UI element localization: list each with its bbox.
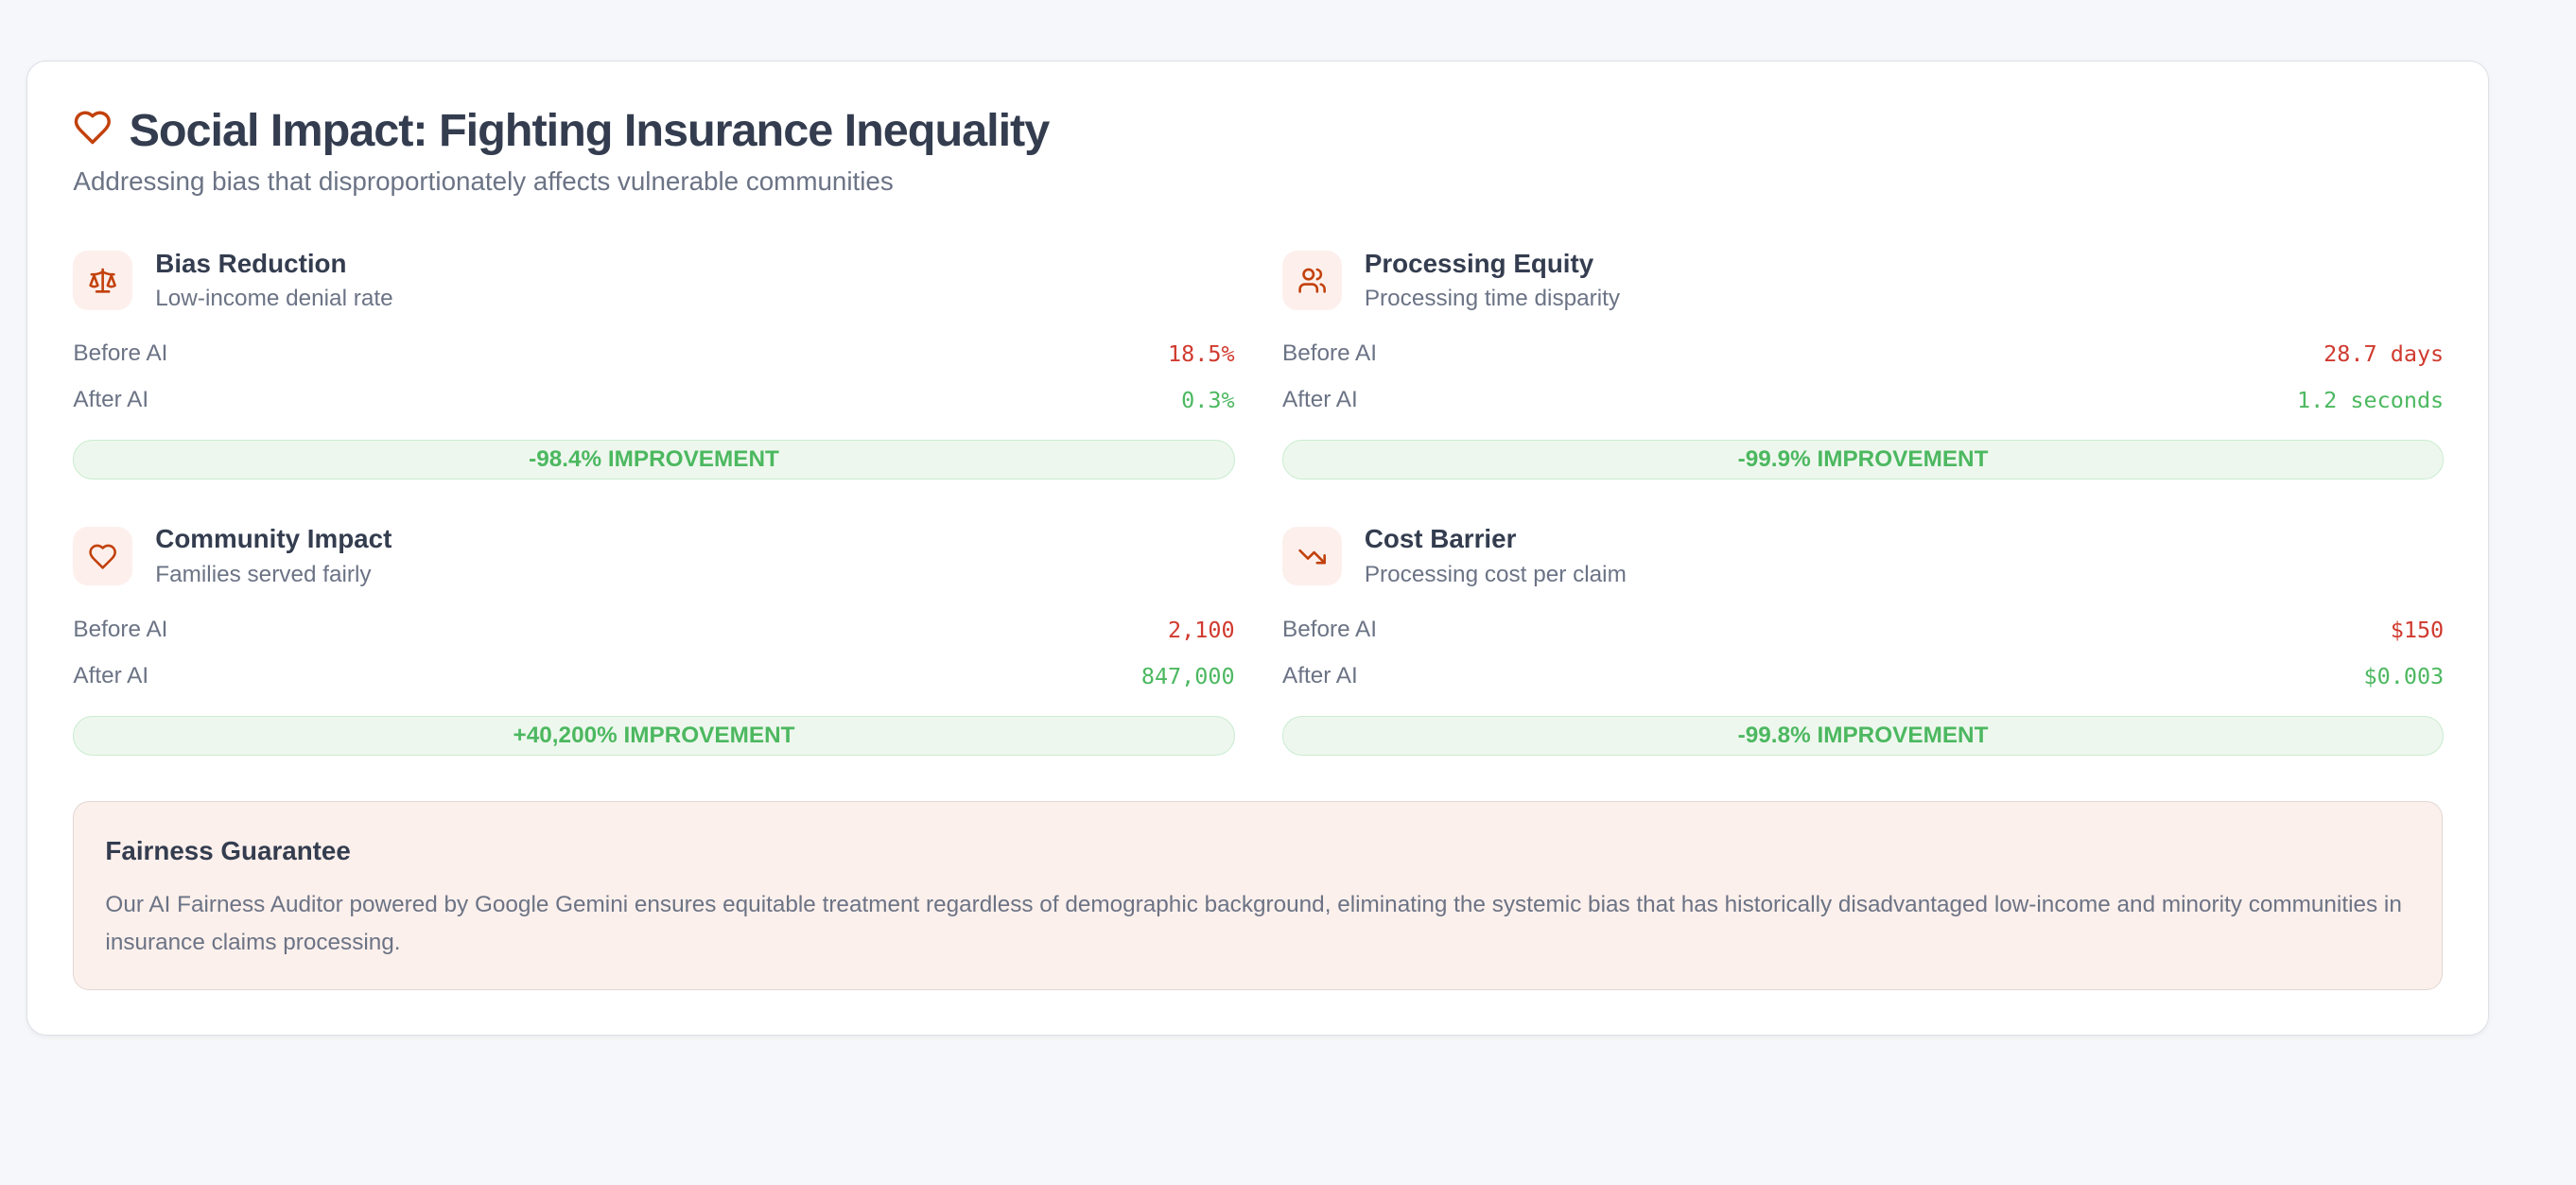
before-label: Before AI (73, 617, 168, 643)
metric-processing-equity: Processing Equity Processing time dispari… (1281, 248, 2445, 479)
page-subtitle: Addressing bias that disproportionately … (73, 166, 894, 197)
before-value: $150 (2390, 617, 2445, 644)
fairness-guarantee-box: Fairness Guarantee Our AI Fairness Audit… (73, 801, 2443, 991)
before-value: 2,100 (1168, 617, 1235, 644)
scale-icon (73, 251, 132, 310)
after-label: After AI (1281, 662, 1358, 688)
metric-subtitle: Low-income denial rate (155, 285, 393, 311)
metric-title: Bias Reduction (155, 248, 347, 278)
before-label: Before AI (73, 340, 168, 367)
before-label: Before AI (1281, 340, 1377, 367)
improvement-badge: +40,200% IMPROVEMENT (73, 715, 1235, 756)
heart-icon (73, 108, 113, 154)
after-label: After AI (1281, 387, 1358, 413)
social-impact-card: Social Impact: Fighting Insurance Inequa… (26, 61, 2490, 1036)
after-label: After AI (73, 662, 149, 688)
metrics-grid: Bias Reduction Low-income denial rate Bef… (73, 248, 2445, 756)
users-icon (1281, 251, 1342, 310)
heart-icon (73, 526, 132, 586)
improvement-badge: -98.4% IMPROVEMENT (73, 439, 1235, 479)
after-value: 1.2 seconds (2296, 387, 2445, 414)
metric-title: Cost Barrier (1364, 524, 1517, 554)
metric-cost-barrier: Cost Barrier Processing cost per claim Be… (1281, 524, 2445, 756)
metric-title: Community Impact (155, 524, 392, 554)
before-value: 28.7 days (2324, 340, 2445, 368)
metric-subtitle: Processing time disparity (1364, 285, 1621, 311)
page-title: Social Impact: Fighting Insurance Inequa… (129, 105, 1050, 157)
after-label: After AI (73, 387, 149, 413)
after-value: 0.3% (1181, 387, 1235, 414)
metric-subtitle: Families served fairly (155, 561, 372, 587)
fairness-title: Fairness Guarantee (105, 836, 351, 866)
metric-bias-reduction: Bias Reduction Low-income denial rate Bef… (73, 248, 1235, 479)
card-header: Social Impact: Fighting Insurance Inequa… (73, 104, 1050, 157)
before-label: Before AI (1281, 617, 1377, 643)
metric-title: Processing Equity (1364, 248, 1594, 278)
metric-subtitle: Processing cost per claim (1364, 561, 1627, 587)
trending-down-icon (1281, 526, 1342, 586)
metric-community-impact: Community Impact Families served fairly B… (73, 524, 1235, 756)
before-value: 18.5% (1168, 340, 1235, 368)
after-value: $0.003 (2363, 662, 2445, 689)
fairness-text: Our AI Fairness Auditor powered by Googl… (105, 891, 2402, 955)
improvement-badge: -99.8% IMPROVEMENT (1281, 715, 2445, 756)
improvement-badge: -99.9% IMPROVEMENT (1281, 439, 2445, 479)
after-value: 847,000 (1140, 662, 1235, 689)
